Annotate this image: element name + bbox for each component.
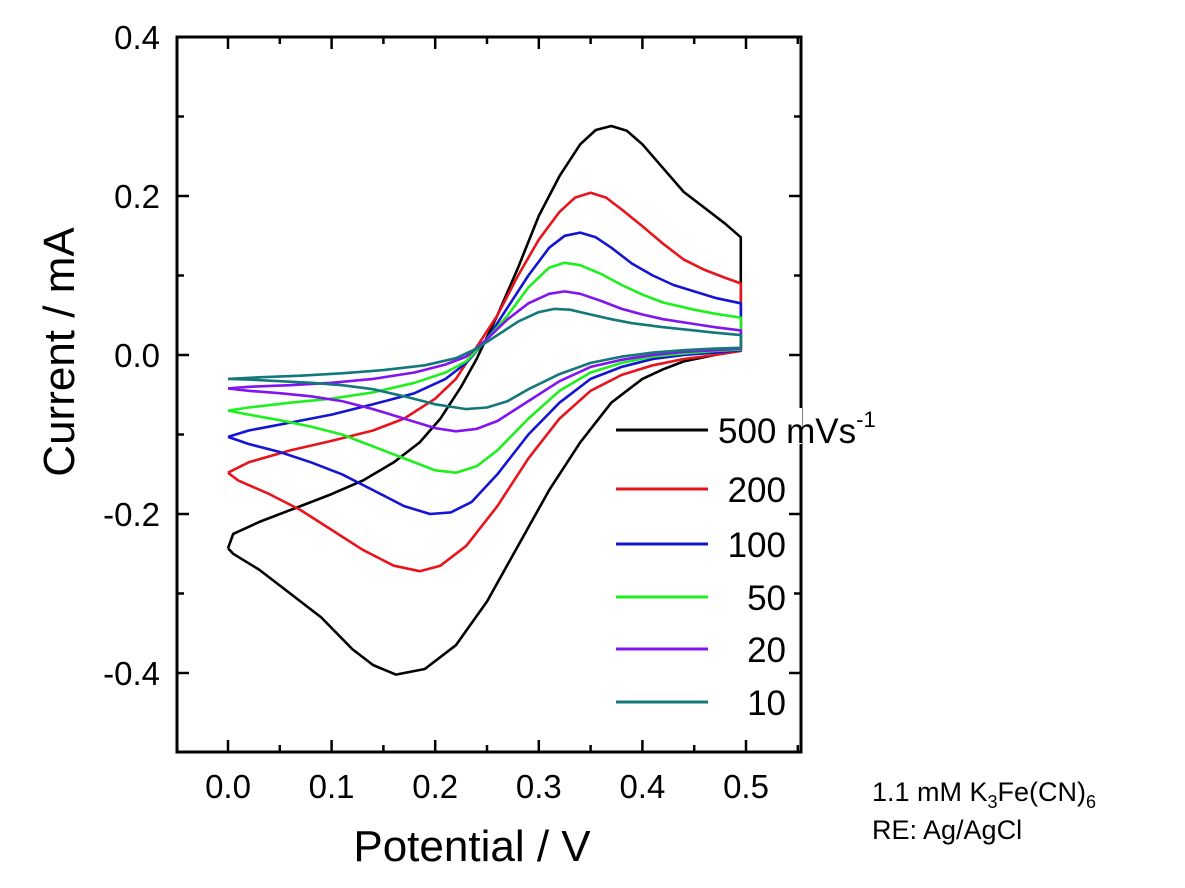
y-tick-labels: 0.4 0.2 0.0 -0.2 -0.4	[103, 19, 160, 692]
legend-item-200: 200	[616, 471, 786, 510]
y-tick-label: -0.2	[103, 496, 160, 533]
legend-item-500: 500 mVs-1	[616, 407, 876, 451]
plot-frame	[175, 35, 803, 754]
annotation-solution: 1.1 mM K3Fe(CN)6	[872, 777, 1096, 812]
legend-item-100: 100	[616, 526, 786, 565]
legend-label: 50	[747, 579, 786, 618]
plot-curves	[226, 124, 743, 676]
legend-label: 20	[747, 631, 786, 670]
series-10-curve	[227, 307, 743, 411]
annotation: 1.1 mM K3Fe(CN)6 RE: Ag/AgCl	[872, 777, 1096, 845]
legend-background	[612, 408, 802, 444]
x-tick-label: 0.5	[723, 768, 769, 805]
legend-label: 200	[728, 471, 786, 510]
legend-label: 10	[747, 684, 786, 723]
y-axis-title: Current / mA	[35, 227, 84, 477]
series-50-curve	[227, 261, 743, 474]
y-tick-label: -0.4	[103, 655, 160, 692]
x-tick-labels: 0.0 0.1 0.2 0.3 0.4 0.5	[205, 768, 769, 805]
series-200-curve	[227, 191, 743, 573]
axis-ticks	[177, 35, 801, 752]
y-tick-label: 0.4	[114, 19, 160, 56]
series-100-curve	[227, 231, 743, 516]
x-tick-label: 0.1	[309, 768, 355, 805]
legend-label: 100	[728, 526, 786, 565]
x-tick-label: 0.2	[412, 768, 458, 805]
series-500-curve	[226, 124, 743, 676]
series-20-curve	[227, 290, 743, 433]
legend-item-50: 50	[616, 579, 786, 618]
legend-item-10: 10	[616, 684, 786, 723]
y-tick-label: 0.0	[114, 337, 160, 374]
annotation-reference-electrode: RE: Ag/AgCl	[872, 815, 1022, 845]
legend-label: 500 mVs-1	[718, 407, 876, 451]
legend: 500 mVs-1 200 100 50 20 10	[612, 407, 876, 723]
y-tick-label: 0.2	[114, 178, 160, 215]
x-axis-title: Potential / V	[353, 822, 591, 871]
legend-item-20: 20	[616, 631, 786, 670]
x-tick-label: 0.4	[619, 768, 665, 805]
x-tick-label: 0.3	[516, 768, 562, 805]
x-tick-label: 0.0	[205, 768, 251, 805]
